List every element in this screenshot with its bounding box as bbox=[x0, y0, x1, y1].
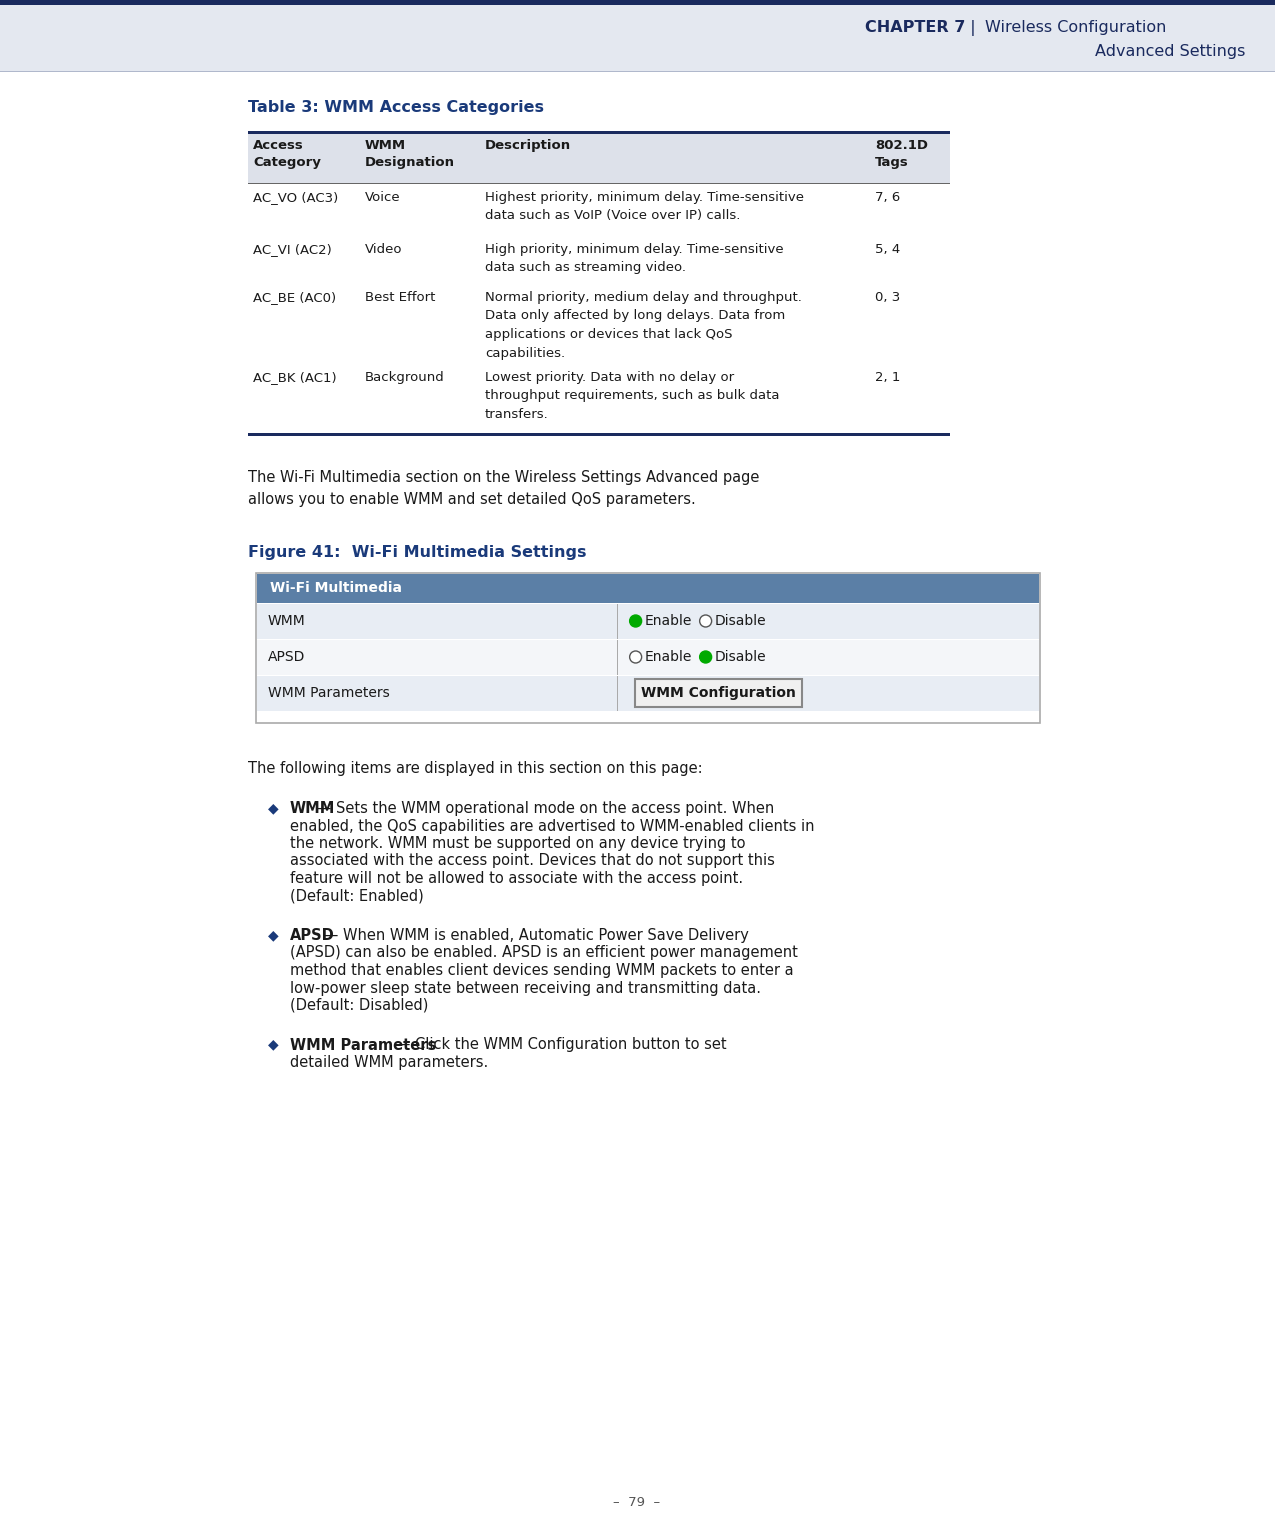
Text: feature will not be allowed to associate with the access point.: feature will not be allowed to associate… bbox=[289, 872, 743, 885]
Text: (Default: Disabled): (Default: Disabled) bbox=[289, 997, 428, 1013]
Text: Wi-Fi Multimedia: Wi-Fi Multimedia bbox=[270, 581, 402, 594]
Text: — Click the WMM Configuration button to set: — Click the WMM Configuration button to … bbox=[391, 1037, 727, 1052]
Text: Lowest priority. Data with no delay or
throughput requirements, such as bulk dat: Lowest priority. Data with no delay or t… bbox=[484, 371, 779, 421]
Bar bbox=[249, 133, 950, 184]
Circle shape bbox=[700, 614, 711, 627]
Text: ◆: ◆ bbox=[268, 801, 279, 815]
Text: ◆: ◆ bbox=[268, 928, 279, 942]
Text: method that enables client devices sending WMM packets to enter a: method that enables client devices sendi… bbox=[289, 964, 793, 977]
Text: Highest priority, minimum delay. Time-sensitive
data such as VoIP (Voice over IP: Highest priority, minimum delay. Time-se… bbox=[484, 192, 805, 222]
Text: AC_BK (AC1): AC_BK (AC1) bbox=[252, 371, 337, 385]
Circle shape bbox=[630, 651, 641, 663]
Bar bbox=[256, 573, 1040, 723]
Text: Video: Video bbox=[365, 244, 403, 256]
Text: APSD: APSD bbox=[289, 928, 335, 944]
Text: High priority, minimum delay. Time-sensitive
data such as streaming video.: High priority, minimum delay. Time-sensi… bbox=[484, 244, 784, 274]
Text: –  79  –: – 79 – bbox=[613, 1495, 660, 1509]
Bar bbox=[0, 0, 1275, 5]
Bar bbox=[249, 130, 950, 133]
Circle shape bbox=[703, 654, 709, 660]
Text: ◆: ◆ bbox=[268, 1037, 279, 1051]
Text: Best Effort: Best Effort bbox=[365, 291, 435, 303]
Text: Disable: Disable bbox=[715, 650, 766, 663]
Text: (APSD) can also be enabled. APSD is an efficient power management: (APSD) can also be enabled. APSD is an e… bbox=[289, 945, 798, 961]
Text: WMM: WMM bbox=[289, 801, 335, 817]
Text: — Sets the WMM operational mode on the access point. When: — Sets the WMM operational mode on the a… bbox=[311, 801, 774, 817]
Text: Figure 41:  Wi-Fi Multimedia Settings: Figure 41: Wi-Fi Multimedia Settings bbox=[249, 545, 586, 561]
Bar bbox=[258, 676, 1039, 711]
Text: AC_VO (AC3): AC_VO (AC3) bbox=[252, 192, 338, 204]
Text: WMM Configuration: WMM Configuration bbox=[641, 686, 796, 700]
Text: APSD: APSD bbox=[268, 650, 306, 663]
Text: The Wi-Fi Multimedia section on the Wireless Settings Advanced page
allows you t: The Wi-Fi Multimedia section on the Wire… bbox=[249, 470, 760, 507]
Bar bbox=[249, 432, 950, 437]
Text: AC_BE (AC0): AC_BE (AC0) bbox=[252, 291, 337, 303]
Text: Enable: Enable bbox=[645, 614, 692, 628]
Text: associated with the access point. Devices that do not support this: associated with the access point. Device… bbox=[289, 853, 775, 869]
Text: Enable: Enable bbox=[645, 650, 692, 663]
Text: 5, 4: 5, 4 bbox=[875, 244, 900, 256]
Text: Table 3: WMM Access Categories: Table 3: WMM Access Categories bbox=[249, 100, 544, 115]
Bar bbox=[258, 640, 1039, 676]
Text: Disable: Disable bbox=[715, 614, 766, 628]
Text: detailed WMM parameters.: detailed WMM parameters. bbox=[289, 1056, 488, 1069]
Text: WMM
Designation: WMM Designation bbox=[365, 139, 455, 169]
Text: The following items are displayed in this section on this page:: The following items are displayed in thi… bbox=[249, 761, 703, 777]
Text: Wireless Configuration: Wireless Configuration bbox=[986, 20, 1167, 35]
Text: Normal priority, medium delay and throughput.
Data only affected by long delays.: Normal priority, medium delay and throug… bbox=[484, 291, 802, 360]
Text: Description: Description bbox=[484, 139, 571, 152]
Text: (Default: Enabled): (Default: Enabled) bbox=[289, 889, 423, 904]
Text: 7, 6: 7, 6 bbox=[875, 192, 900, 204]
Text: WMM Parameters: WMM Parameters bbox=[268, 686, 390, 700]
Text: Access
Category: Access Category bbox=[252, 139, 321, 169]
Bar bbox=[258, 604, 1039, 639]
Text: Voice: Voice bbox=[365, 192, 400, 204]
Circle shape bbox=[700, 651, 711, 663]
Text: WMM: WMM bbox=[268, 614, 306, 628]
Text: the network. WMM must be supported on any device trying to: the network. WMM must be supported on an… bbox=[289, 836, 746, 850]
Circle shape bbox=[632, 617, 639, 624]
Text: AC_VI (AC2): AC_VI (AC2) bbox=[252, 244, 332, 256]
Text: WMM Parameters: WMM Parameters bbox=[289, 1037, 436, 1052]
Text: CHAPTER 7: CHAPTER 7 bbox=[864, 20, 965, 35]
Text: 2, 1: 2, 1 bbox=[875, 371, 900, 385]
Text: 0, 3: 0, 3 bbox=[875, 291, 900, 303]
Circle shape bbox=[630, 614, 641, 627]
Bar bbox=[258, 574, 1039, 604]
Text: low-power sleep state between receiving and transmitting data.: low-power sleep state between receiving … bbox=[289, 980, 761, 996]
Text: enabled, the QoS capabilities are advertised to WMM-enabled clients in: enabled, the QoS capabilities are advert… bbox=[289, 818, 815, 833]
Text: Background: Background bbox=[365, 371, 445, 385]
FancyBboxPatch shape bbox=[635, 679, 802, 706]
Text: Advanced Settings: Advanced Settings bbox=[1095, 44, 1244, 60]
Text: |: | bbox=[960, 20, 986, 35]
Bar bbox=[0, 0, 1275, 72]
Text: — When WMM is enabled, Automatic Power Save Delivery: — When WMM is enabled, Automatic Power S… bbox=[319, 928, 748, 944]
Text: 802.1D
Tags: 802.1D Tags bbox=[875, 139, 928, 169]
